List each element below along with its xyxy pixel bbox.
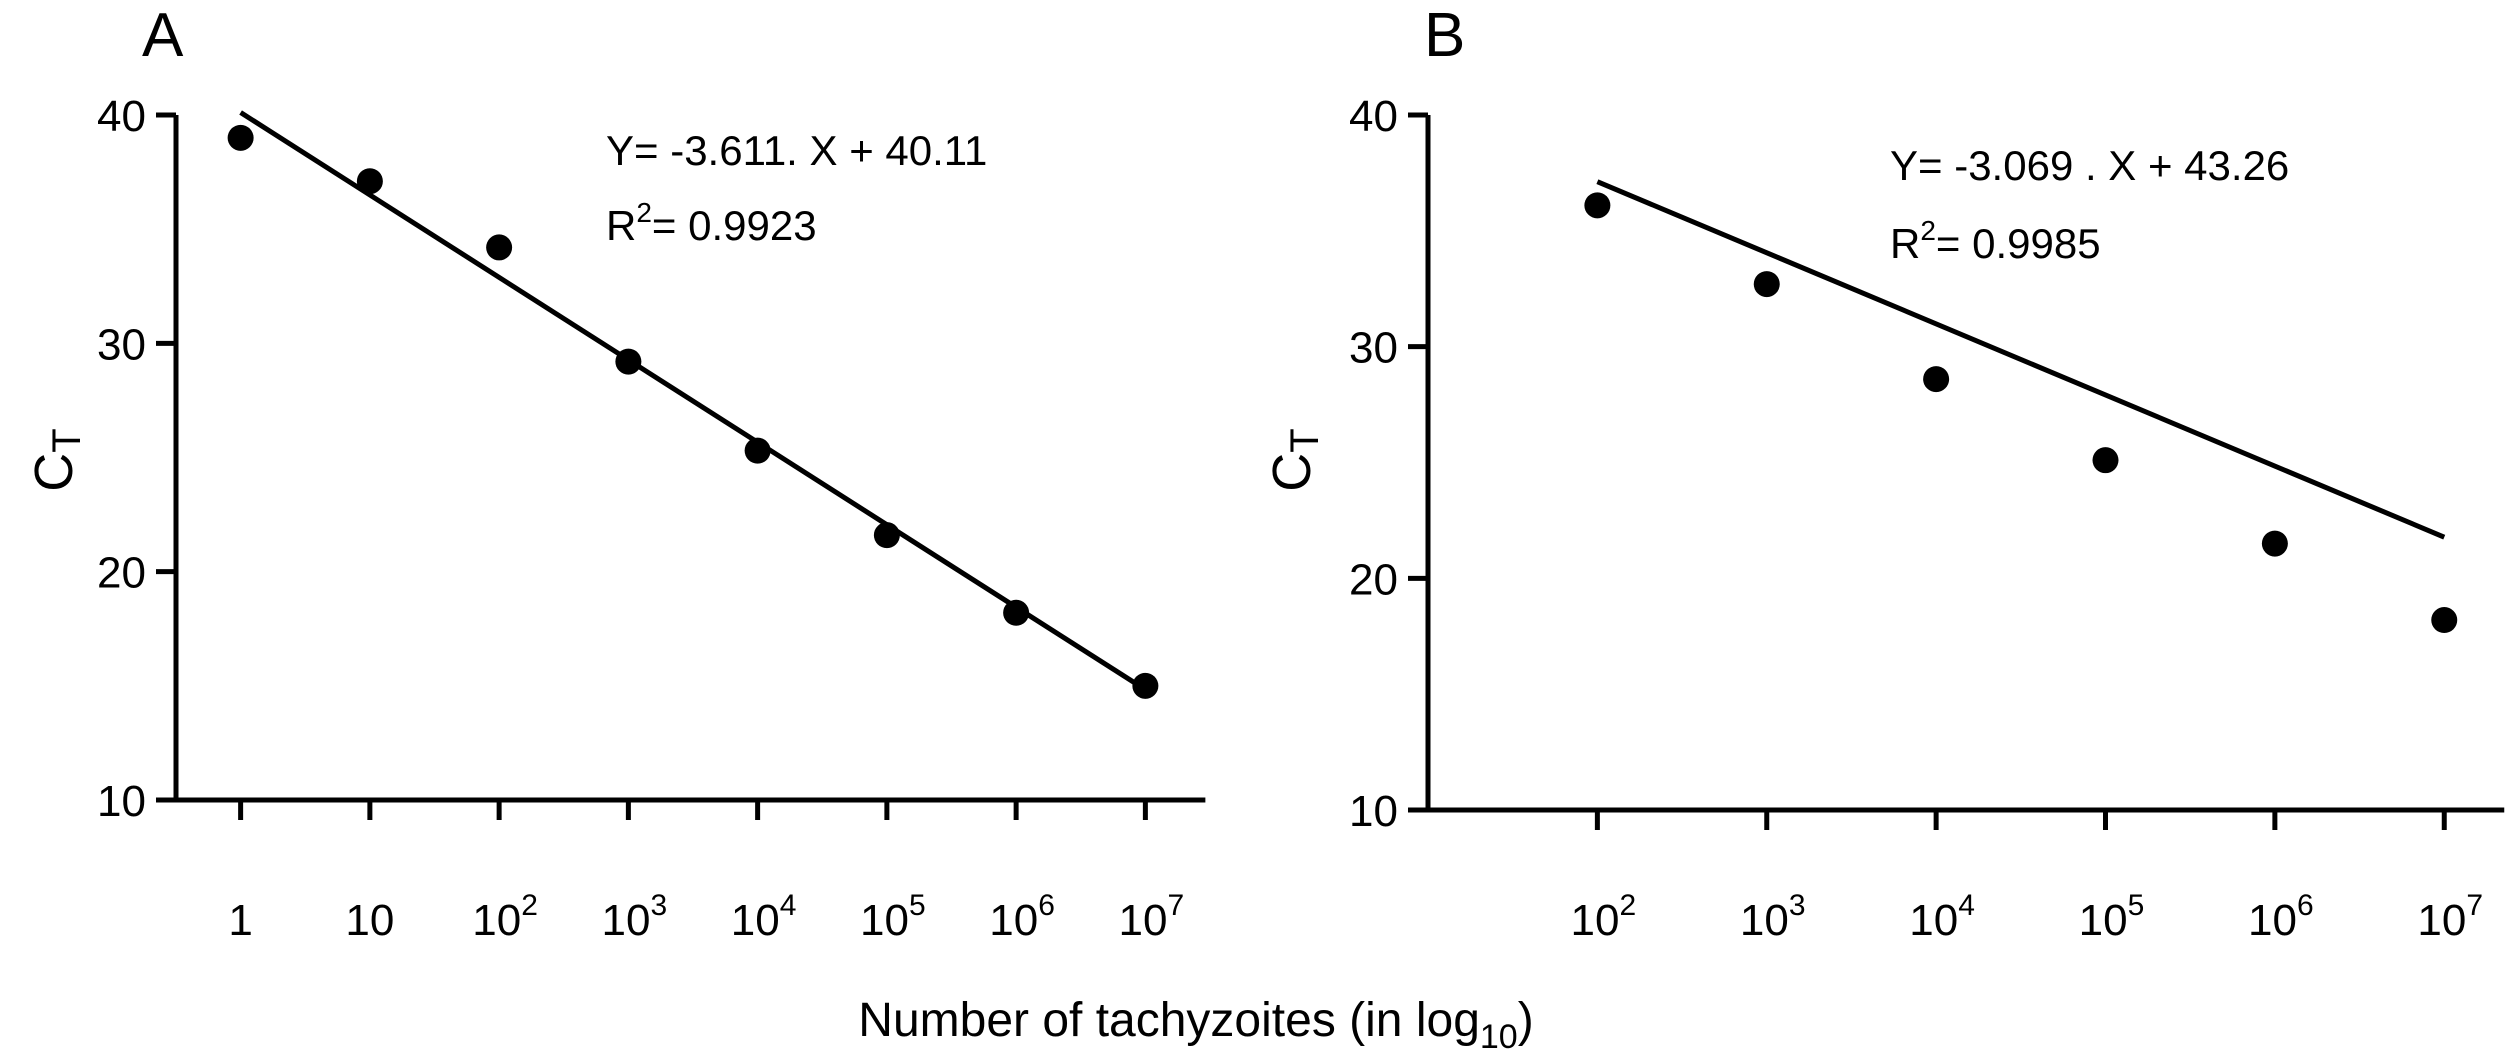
y-axis-label: CT	[24, 428, 89, 491]
x-tick-label-base: 10	[345, 896, 394, 945]
data-point	[2261, 530, 2288, 557]
r-squared-label: R2= 0.9985	[1890, 215, 2101, 267]
x-tick-label-exponent: 4	[1958, 889, 1975, 922]
x-tick-label-base: 10	[602, 896, 651, 945]
x-tick-label-base: 10	[989, 896, 1038, 945]
data-point	[873, 522, 900, 549]
regression-equation: Y= -3.069 . X + 43.26	[1890, 142, 2289, 189]
x-tick-label-exponent: 6	[2297, 889, 2314, 922]
x-tick-label-exponent: 5	[2128, 889, 2145, 922]
panel-label: A	[142, 1, 184, 70]
data-point	[2092, 447, 2119, 474]
x-tick-label: 103	[1740, 889, 1806, 945]
data-point	[1753, 271, 1780, 298]
x-tick-label-base: 10	[1740, 896, 1789, 945]
r-squared-label: R2= 0.9923	[606, 197, 817, 249]
data-point	[1923, 366, 1950, 393]
data-point	[2431, 607, 2458, 634]
regression-line	[239, 110, 1147, 692]
y-tick-label: 30	[1349, 324, 1398, 373]
x-tick-label-base: 10	[2079, 896, 2128, 945]
y-axis-label: CT	[1262, 428, 1327, 491]
y-axis-label-main: C	[24, 453, 84, 492]
r-squared-exponent: 2	[1920, 215, 1936, 246]
y-axis-label-subscript: T	[1283, 428, 1327, 452]
x-tick-label: 107	[1119, 889, 1185, 945]
x-tick-label-base: 10	[2417, 896, 2466, 945]
data-point	[227, 124, 254, 151]
x-tick-label: 105	[860, 889, 926, 945]
x-tick-label: 102	[1571, 889, 1637, 945]
data-point	[356, 168, 383, 195]
y-tick-label: 10	[97, 777, 146, 826]
data-point	[1003, 599, 1030, 626]
r-squared-exponent: 2	[636, 197, 652, 228]
x-tick-label-exponent: 2	[1620, 889, 1637, 922]
x-tick-label-base: 10	[2248, 896, 2297, 945]
y-tick-label: 20	[97, 549, 146, 598]
x-tick-label-exponent: 2	[521, 889, 538, 922]
data-point	[1132, 672, 1159, 699]
x-tick-label-exponent: 7	[1168, 889, 1185, 922]
r-squared-value: = 0.9985	[1936, 220, 2101, 267]
y-tick-label: 40	[1349, 92, 1398, 141]
x-tick-label: 107	[2417, 889, 2483, 945]
y-tick-label: 30	[97, 320, 146, 369]
x-tick-label-base: 1	[228, 896, 252, 945]
x-axis-label-subscript: 10	[1480, 1018, 1518, 1056]
x-tick-label-exponent: 7	[2466, 889, 2483, 922]
x-axis-label-close: )	[1518, 994, 1534, 1047]
x-tick-label-base: 10	[1571, 896, 1620, 945]
y-axis-label-subscript: T	[45, 428, 89, 452]
x-tick-label: 106	[2248, 889, 2314, 945]
x-tick-label-base: 10	[731, 896, 780, 945]
x-axis-label-main: Number of tachyzoites (in log	[858, 994, 1480, 1047]
x-tick-label-base: 10	[1909, 896, 1958, 945]
x-tick-label: 105	[2079, 889, 2145, 945]
y-axis-label-main: C	[1262, 453, 1322, 492]
x-tick-label: 102	[472, 889, 538, 945]
regression-equation: Y= -3.611. X + 40.11	[606, 127, 987, 174]
y-tick-label: 10	[1349, 787, 1398, 836]
x-tick-label-base: 10	[1119, 896, 1168, 945]
x-tick-label-exponent: 4	[780, 889, 797, 922]
r-squared-value: = 0.9923	[652, 202, 817, 249]
x-tick-label: 104	[1909, 889, 1975, 945]
x-tick-label: 104	[731, 889, 797, 945]
r-squared-prefix: R	[606, 202, 636, 249]
panel-label: B	[1424, 1, 1465, 70]
data-point	[1584, 192, 1611, 219]
x-tick-label-exponent: 5	[909, 889, 926, 922]
x-tick-label: 106	[989, 889, 1055, 945]
x-axis-label: Number of tachyzoites (in log10)	[858, 994, 1533, 1056]
data-point	[744, 437, 771, 464]
x-tick-label-exponent: 6	[1038, 889, 1055, 922]
y-tick-label: 20	[1349, 555, 1398, 604]
x-tick-label-exponent: 3	[651, 889, 668, 922]
y-tick-label: 40	[97, 92, 146, 141]
x-tick-label: 10	[345, 896, 394, 945]
x-tick-label-base: 10	[472, 896, 521, 945]
data-point	[486, 234, 513, 261]
x-tick-label-exponent: 3	[1789, 889, 1806, 922]
r-squared-prefix: R	[1890, 220, 1920, 267]
x-tick-label: 103	[602, 889, 668, 945]
x-tick-label-base: 10	[860, 896, 909, 945]
data-point	[615, 348, 642, 375]
x-tick-label: 1	[228, 896, 252, 945]
regression-line	[1596, 179, 2446, 540]
